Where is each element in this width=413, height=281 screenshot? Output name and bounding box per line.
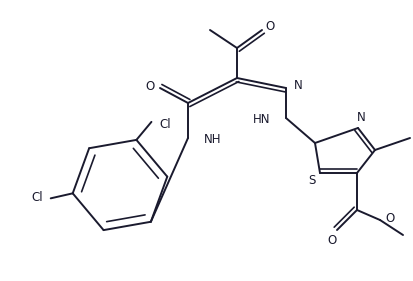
Text: O: O: [327, 234, 336, 246]
Text: O: O: [265, 21, 274, 33]
Text: O: O: [145, 80, 154, 94]
Text: N: N: [293, 80, 302, 92]
Text: NH: NH: [204, 133, 221, 146]
Text: N: N: [356, 112, 365, 124]
Text: Cl: Cl: [159, 118, 171, 132]
Text: S: S: [308, 173, 315, 187]
Text: Cl: Cl: [31, 191, 43, 204]
Text: HN: HN: [252, 114, 269, 126]
Text: O: O: [385, 212, 394, 225]
